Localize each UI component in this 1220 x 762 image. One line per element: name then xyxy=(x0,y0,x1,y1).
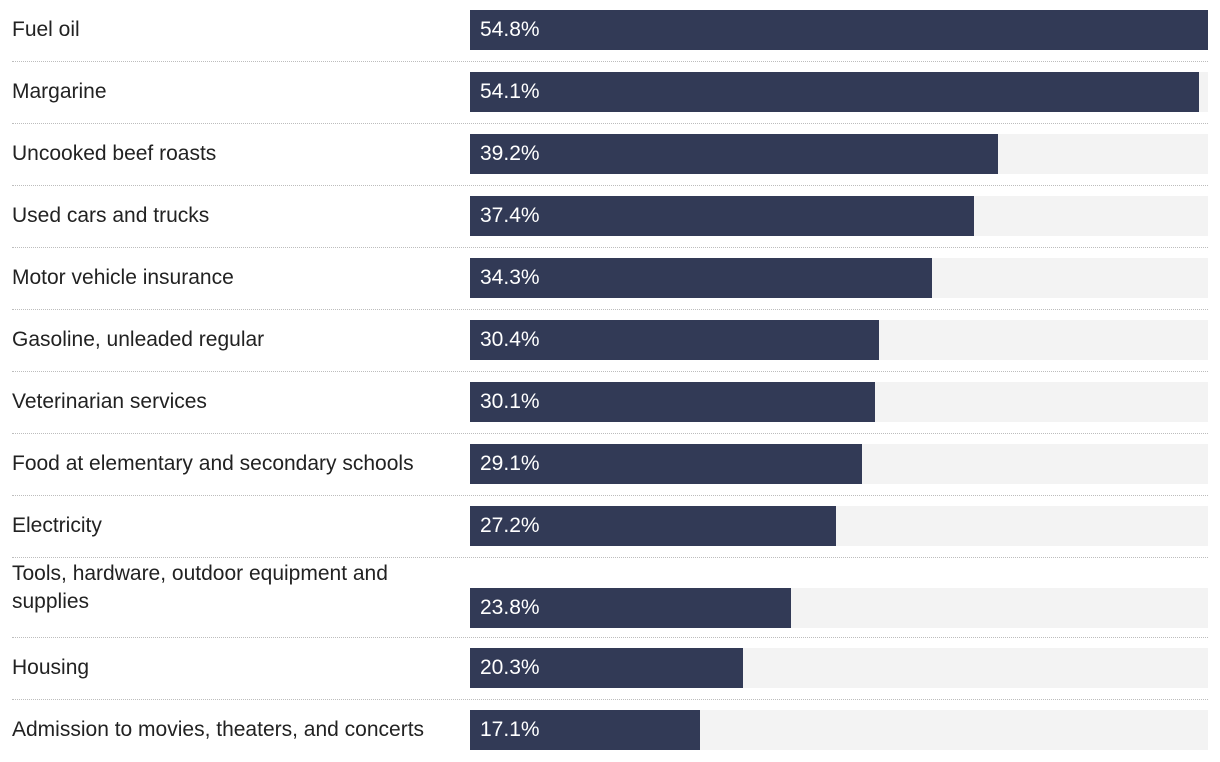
bar-row: Used cars and trucks 37.4% xyxy=(0,186,1220,248)
bar xyxy=(470,710,701,750)
row-divider xyxy=(12,61,1208,62)
category-label: Electricity xyxy=(12,514,102,537)
bar-track: 30.4% xyxy=(470,320,1208,360)
bar xyxy=(470,382,876,422)
bar xyxy=(470,320,880,360)
bar-row: Admission to movies, theaters, and conce… xyxy=(0,700,1220,762)
bar-row: Tools, hardware, outdoor equipment and s… xyxy=(0,558,1220,638)
bar xyxy=(470,134,998,174)
bar xyxy=(470,196,974,236)
bar-row: Food at elementary and secondary schools… xyxy=(0,434,1220,496)
bar-row: Motor vehicle insurance 34.3% xyxy=(0,248,1220,310)
bar-track: 17.1% xyxy=(470,710,1208,750)
category-label: Margarine xyxy=(12,80,107,103)
category-label: Admission to movies, theaters, and conce… xyxy=(12,718,425,741)
bar-row: Electricity 27.2% xyxy=(0,496,1220,558)
value-label: 17.1% xyxy=(480,718,540,741)
bar xyxy=(470,506,837,546)
row-divider xyxy=(12,637,1208,638)
bar-track: 20.3% xyxy=(470,648,1208,688)
bar xyxy=(470,10,1208,50)
bar-track: 54.8% xyxy=(470,10,1208,50)
row-divider xyxy=(12,309,1208,310)
row-divider xyxy=(12,247,1208,248)
bar-track: 34.3% xyxy=(470,258,1208,298)
value-label: 34.3% xyxy=(480,266,540,289)
bar-track: 54.1% xyxy=(470,72,1208,112)
row-divider xyxy=(12,495,1208,496)
category-label: Used cars and trucks xyxy=(12,204,210,227)
row-divider xyxy=(12,123,1208,124)
category-label: Food at elementary and secondary schools xyxy=(12,452,414,475)
category-label: Gasoline, unleaded regular xyxy=(12,328,265,351)
value-label: 29.1% xyxy=(480,452,540,475)
bar-track: 39.2% xyxy=(470,134,1208,174)
category-label: Veterinarian services xyxy=(12,390,207,413)
value-label: 27.2% xyxy=(480,514,540,537)
row-divider xyxy=(12,557,1208,558)
row-divider xyxy=(12,699,1208,700)
bar-track: 30.1% xyxy=(470,382,1208,422)
bar xyxy=(470,258,932,298)
category-label: Housing xyxy=(12,656,90,679)
category-label: Motor vehicle insurance xyxy=(12,266,234,289)
value-label: 37.4% xyxy=(480,204,540,227)
value-label: 30.4% xyxy=(480,328,540,351)
bar xyxy=(470,588,791,628)
bar xyxy=(470,648,744,688)
bar-track: 37.4% xyxy=(470,196,1208,236)
bar-row: Housing 20.3% xyxy=(0,638,1220,700)
category-label: Uncooked beef roasts xyxy=(12,142,217,165)
bar-row: Fuel oil 54.8% xyxy=(0,0,1220,62)
bar xyxy=(470,72,1199,112)
row-divider xyxy=(12,371,1208,372)
bar-row: Margarine 54.1% xyxy=(0,62,1220,124)
value-label: 54.1% xyxy=(480,80,540,103)
value-label: 23.8% xyxy=(480,596,540,619)
value-label: 39.2% xyxy=(480,142,540,165)
bar xyxy=(470,444,862,484)
category-label: Tools, hardware, outdoor equipment and s… xyxy=(12,562,388,613)
bar-row: Veterinarian services 30.1% xyxy=(0,372,1220,434)
category-label: Fuel oil xyxy=(12,18,80,41)
bar-row: Uncooked beef roasts 39.2% xyxy=(0,124,1220,186)
row-divider xyxy=(12,185,1208,186)
value-label: 20.3% xyxy=(480,656,540,679)
bar-track: 29.1% xyxy=(470,444,1208,484)
value-label: 30.1% xyxy=(480,390,540,413)
bar-row: Gasoline, unleaded regular 30.4% xyxy=(0,310,1220,372)
bar-track: 23.8% xyxy=(470,588,1208,628)
row-divider xyxy=(12,433,1208,434)
value-label: 54.8% xyxy=(480,18,540,41)
bar-track: 27.2% xyxy=(470,506,1208,546)
